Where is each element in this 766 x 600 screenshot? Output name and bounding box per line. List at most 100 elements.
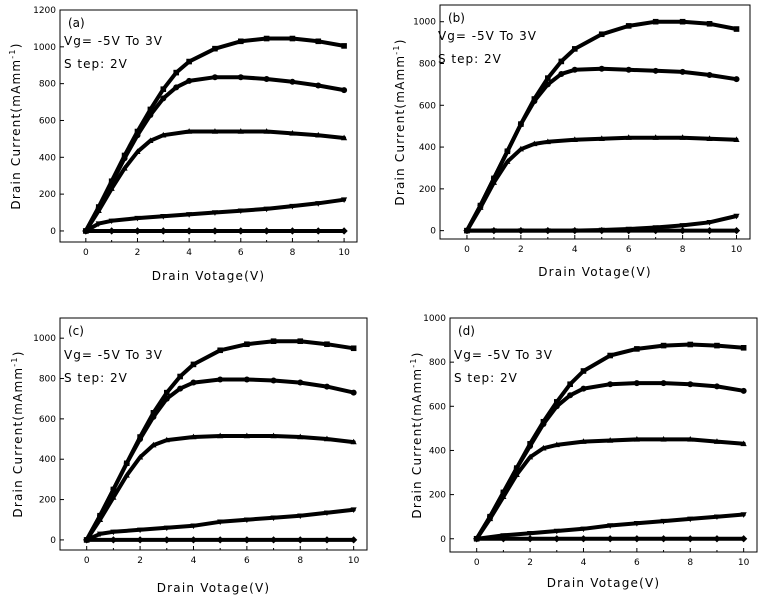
data-point xyxy=(652,227,660,235)
series-diamond xyxy=(82,227,348,235)
annotation-1: S tep: 2V xyxy=(64,57,128,71)
data-point xyxy=(160,95,167,102)
data-point xyxy=(269,536,278,544)
panel-1: 0 2 4 6 8 10 0 200 400 600 800 1000 Drain Votage(V) D… xyxy=(392,4,751,279)
data-point xyxy=(513,471,520,477)
series-line xyxy=(84,507,356,542)
y-axis-title-sup: -1 xyxy=(10,356,19,366)
data-point xyxy=(163,395,170,402)
data-point xyxy=(216,536,224,544)
series-line xyxy=(474,437,746,541)
y-axis-title-sup: -1 xyxy=(392,44,401,54)
data-point xyxy=(706,71,713,78)
y-axis-title-text: Drain Current(mAmm xyxy=(410,368,424,519)
y-tick-label: 800 xyxy=(419,60,436,70)
data-point xyxy=(607,523,614,529)
data-point xyxy=(110,486,117,493)
data-point xyxy=(679,18,686,25)
data-point xyxy=(687,381,694,388)
data-point xyxy=(567,381,573,388)
data-point xyxy=(679,134,686,140)
data-point xyxy=(553,528,560,535)
data-point xyxy=(553,441,560,448)
x-tick-label: 6 xyxy=(626,245,632,255)
data-point xyxy=(96,531,104,538)
data-point xyxy=(571,66,578,73)
data-point xyxy=(121,155,128,162)
data-point xyxy=(163,525,170,532)
data-point xyxy=(270,338,277,344)
data-point xyxy=(237,208,244,215)
data-point xyxy=(323,536,331,544)
series-triangle-up xyxy=(83,432,357,543)
y-tick-label: 800 xyxy=(429,358,446,368)
data-point xyxy=(490,179,497,185)
y-axis-title-sup: -1 xyxy=(409,357,418,367)
y-axis-title-text: Drain Current(mAmm xyxy=(9,59,23,210)
y-axis-title-sup: -1 xyxy=(8,48,17,58)
data-point xyxy=(660,342,667,349)
data-point xyxy=(473,535,481,543)
series-circle xyxy=(83,376,357,543)
data-point xyxy=(289,203,296,210)
data-point xyxy=(571,46,578,52)
y-tick-label: 200 xyxy=(39,496,56,506)
data-point xyxy=(706,220,713,226)
data-point xyxy=(504,148,511,155)
data-point xyxy=(733,136,740,142)
data-point xyxy=(147,137,154,143)
data-point xyxy=(606,535,614,543)
data-point xyxy=(660,518,667,525)
annotation-1: S tep: 2V xyxy=(64,371,128,385)
series-diamond xyxy=(83,536,358,544)
data-point xyxy=(713,438,721,444)
data-point xyxy=(133,227,142,235)
data-point xyxy=(315,82,322,89)
annotation-0: Vg= -5V To 3V xyxy=(454,348,553,362)
y-tick-label: 400 xyxy=(39,153,56,163)
annotation-0: Vg= -5V To 3V xyxy=(64,34,163,48)
y-tick-label: 1000 xyxy=(33,334,56,344)
y-axis-title: Drain Current(mAmm-1) xyxy=(8,42,23,209)
series-triangle-up xyxy=(463,134,740,233)
data-point xyxy=(540,420,547,427)
data-point xyxy=(652,67,659,74)
data-point xyxy=(625,134,632,140)
data-point xyxy=(678,227,687,235)
data-point xyxy=(499,535,508,543)
data-point xyxy=(687,436,694,442)
data-point xyxy=(733,26,740,32)
data-point xyxy=(134,148,141,155)
data-point xyxy=(110,494,117,500)
data-point xyxy=(186,58,192,65)
panel-label: (b) xyxy=(448,11,465,25)
y-tick-label: 400 xyxy=(429,446,446,456)
x-tick-label: 10 xyxy=(738,558,750,568)
data-point xyxy=(579,535,588,543)
data-point xyxy=(177,373,183,380)
series-triangle-down xyxy=(82,197,348,235)
x-tick-label: 2 xyxy=(137,556,143,566)
annotation-0: Vg= -5V To 3V xyxy=(438,29,537,43)
data-point xyxy=(147,111,154,118)
data-point xyxy=(571,136,578,142)
data-point xyxy=(607,437,614,443)
data-point xyxy=(160,86,167,92)
data-point xyxy=(463,227,471,235)
data-point xyxy=(297,433,304,440)
data-point xyxy=(706,21,713,27)
data-point xyxy=(625,23,632,29)
data-point xyxy=(740,535,748,543)
x-tick-label: 0 xyxy=(83,248,89,258)
data-point xyxy=(190,361,197,368)
data-point xyxy=(109,536,118,544)
data-point xyxy=(634,346,640,352)
x-axis-title: Drain Votage(V) xyxy=(547,576,661,590)
panel-3: 0 2 4 6 8 10 0 200 400 600 800 1000 Drain Votage(V) D… xyxy=(409,314,758,590)
data-point xyxy=(598,227,606,235)
data-point xyxy=(545,75,551,81)
data-point xyxy=(517,227,525,235)
series-line xyxy=(465,19,739,233)
data-point xyxy=(186,128,193,134)
